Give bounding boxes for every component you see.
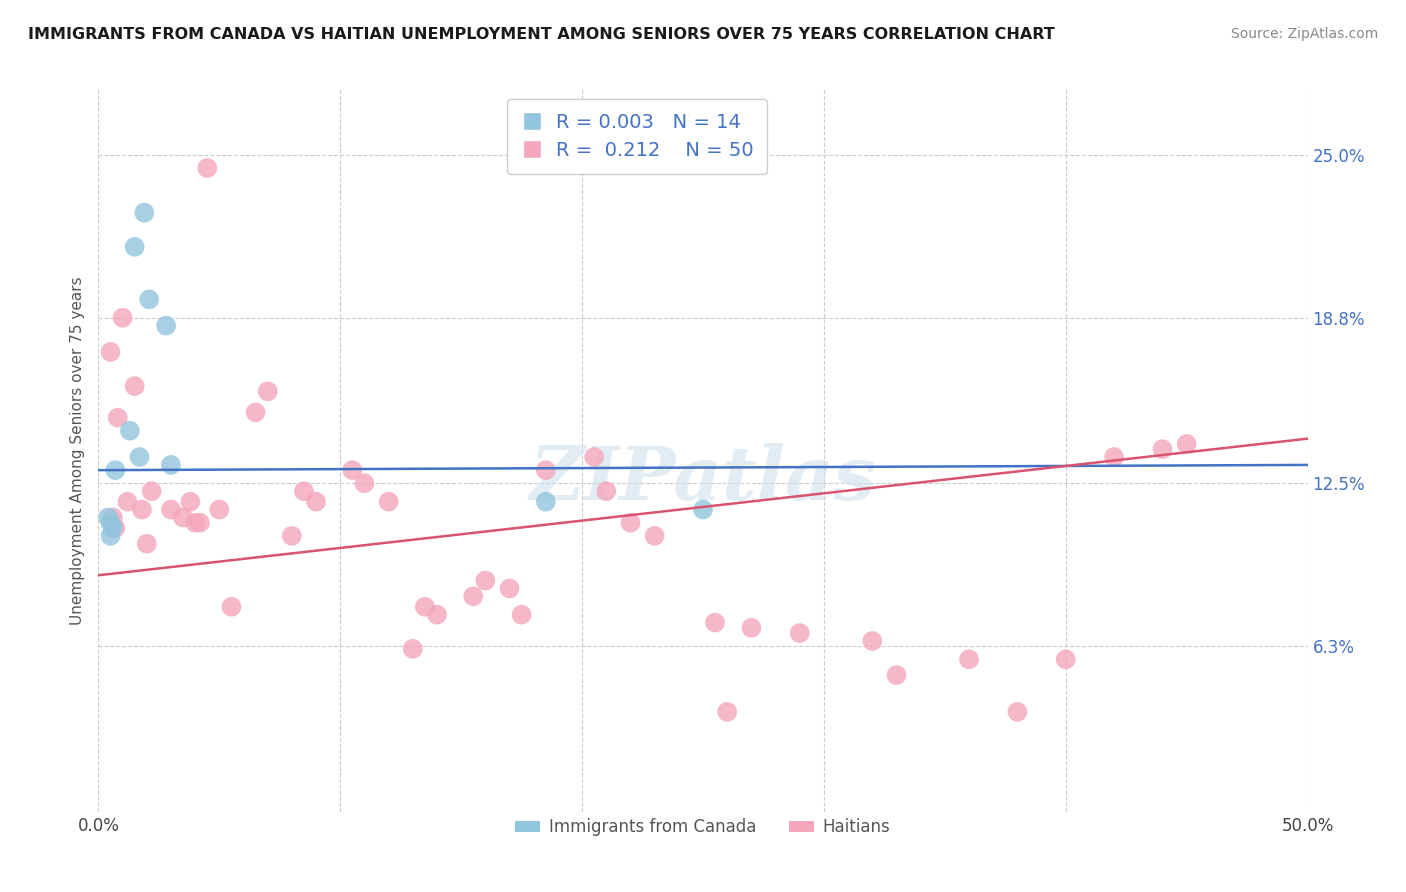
Point bbox=[413, 599, 436, 614]
Text: IMMIGRANTS FROM CANADA VS HAITIAN UNEMPLOYMENT AMONG SENIORS OVER 75 YEARS CORRE: IMMIGRANTS FROM CANADA VS HAITIAN UNEMPL… bbox=[28, 27, 1054, 42]
Point bbox=[1152, 442, 1174, 457]
Point bbox=[740, 621, 762, 635]
Point bbox=[195, 161, 218, 175]
Point bbox=[426, 607, 449, 622]
Text: ZIPatlas: ZIPatlas bbox=[530, 443, 876, 516]
Point bbox=[100, 529, 122, 543]
Point bbox=[534, 494, 557, 508]
Point bbox=[256, 384, 278, 399]
Point bbox=[111, 310, 134, 325]
Point bbox=[188, 516, 211, 530]
Point bbox=[789, 626, 811, 640]
Point bbox=[305, 494, 328, 508]
Point bbox=[1102, 450, 1125, 464]
Point bbox=[155, 318, 177, 333]
Point bbox=[160, 458, 183, 472]
Point bbox=[619, 516, 641, 530]
Point bbox=[886, 668, 908, 682]
Point bbox=[281, 529, 304, 543]
Point bbox=[245, 405, 267, 419]
Point bbox=[1054, 652, 1077, 666]
Point bbox=[107, 410, 129, 425]
Point bbox=[179, 494, 201, 508]
Point bbox=[292, 484, 315, 499]
Point bbox=[1007, 705, 1029, 719]
Point bbox=[172, 510, 194, 524]
Point bbox=[957, 652, 980, 666]
Point bbox=[353, 476, 375, 491]
Point bbox=[510, 607, 533, 622]
Point bbox=[124, 240, 146, 254]
Point bbox=[184, 516, 207, 530]
Point bbox=[208, 502, 231, 516]
Point bbox=[100, 516, 122, 530]
Point bbox=[474, 574, 496, 588]
Point bbox=[402, 641, 425, 656]
Point bbox=[221, 599, 243, 614]
Legend: Immigrants from Canada, Haitians: Immigrants from Canada, Haitians bbox=[509, 812, 897, 843]
Point bbox=[498, 582, 520, 596]
Point bbox=[160, 502, 183, 516]
Point bbox=[860, 634, 883, 648]
Point bbox=[716, 705, 738, 719]
Point bbox=[644, 529, 666, 543]
Point bbox=[138, 293, 160, 307]
Point bbox=[104, 521, 127, 535]
Point bbox=[704, 615, 727, 630]
Point bbox=[101, 510, 124, 524]
Point bbox=[1175, 437, 1198, 451]
Point bbox=[377, 494, 399, 508]
Point bbox=[135, 537, 157, 551]
Point bbox=[131, 502, 153, 516]
Point bbox=[342, 463, 364, 477]
Point bbox=[101, 521, 124, 535]
Point bbox=[128, 450, 150, 464]
Point bbox=[595, 484, 617, 499]
Y-axis label: Unemployment Among Seniors over 75 years: Unemployment Among Seniors over 75 years bbox=[69, 277, 84, 624]
Point bbox=[104, 463, 127, 477]
Point bbox=[583, 450, 606, 464]
Text: Source: ZipAtlas.com: Source: ZipAtlas.com bbox=[1230, 27, 1378, 41]
Point bbox=[463, 589, 485, 603]
Point bbox=[100, 345, 122, 359]
Point bbox=[97, 510, 120, 524]
Point bbox=[141, 484, 163, 499]
Point bbox=[118, 424, 141, 438]
Point bbox=[692, 502, 714, 516]
Point bbox=[124, 379, 146, 393]
Point bbox=[117, 494, 139, 508]
Point bbox=[534, 463, 557, 477]
Point bbox=[134, 205, 156, 219]
